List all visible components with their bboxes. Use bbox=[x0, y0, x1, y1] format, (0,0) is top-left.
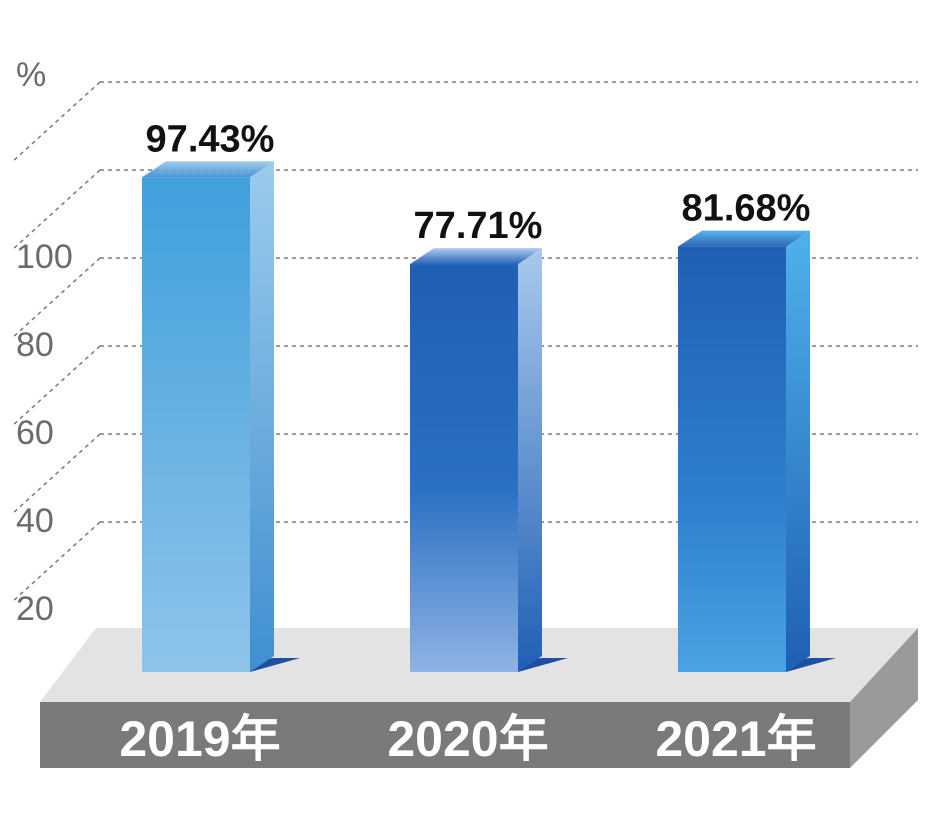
y-tick-label: 60 bbox=[16, 414, 54, 452]
bar-value-label: 97.43% bbox=[146, 118, 275, 160]
platform-front bbox=[40, 702, 850, 768]
bars bbox=[142, 161, 836, 673]
y-tick-label: 40 bbox=[16, 502, 54, 540]
y-tick-label: 20 bbox=[16, 590, 54, 628]
bar-front bbox=[678, 246, 786, 672]
platform-right-side bbox=[850, 628, 918, 768]
bar bbox=[142, 161, 300, 673]
grid-line-diagonal bbox=[11, 433, 101, 515]
x-category-label: 2019年 bbox=[119, 711, 280, 767]
grid-line-diagonal bbox=[11, 169, 101, 251]
y-axis-labels: % 20 40 60 80 100 bbox=[16, 56, 73, 628]
y-tick-label: 80 bbox=[16, 326, 54, 364]
bar bbox=[410, 248, 568, 673]
bar bbox=[678, 230, 836, 672]
y-tick-label: 100 bbox=[16, 238, 73, 276]
bar-value-label: 77.71% bbox=[414, 205, 543, 247]
value-labels: 97.43% 77.71% 81.68% bbox=[146, 118, 811, 247]
bar-side bbox=[250, 161, 274, 673]
grid-line-diagonal bbox=[11, 257, 101, 339]
bar-front bbox=[410, 264, 518, 672]
bar-top bbox=[410, 248, 542, 265]
grid-line-diagonal bbox=[11, 345, 101, 427]
y-unit-label: % bbox=[16, 56, 46, 94]
bar-front bbox=[142, 177, 250, 673]
x-axis-labels: 2019年 2020年 2021年 bbox=[119, 711, 816, 767]
x-category-label: 2021年 bbox=[655, 711, 816, 767]
grid-line-diagonal bbox=[11, 521, 101, 603]
bar-side bbox=[786, 230, 810, 672]
bar-top bbox=[142, 161, 274, 178]
x-category-label: 2020年 bbox=[387, 711, 548, 767]
bar-value-label: 81.68% bbox=[682, 188, 811, 230]
bar-top bbox=[678, 230, 810, 247]
bar-side bbox=[518, 248, 542, 673]
grid-line-diagonal bbox=[11, 81, 101, 163]
